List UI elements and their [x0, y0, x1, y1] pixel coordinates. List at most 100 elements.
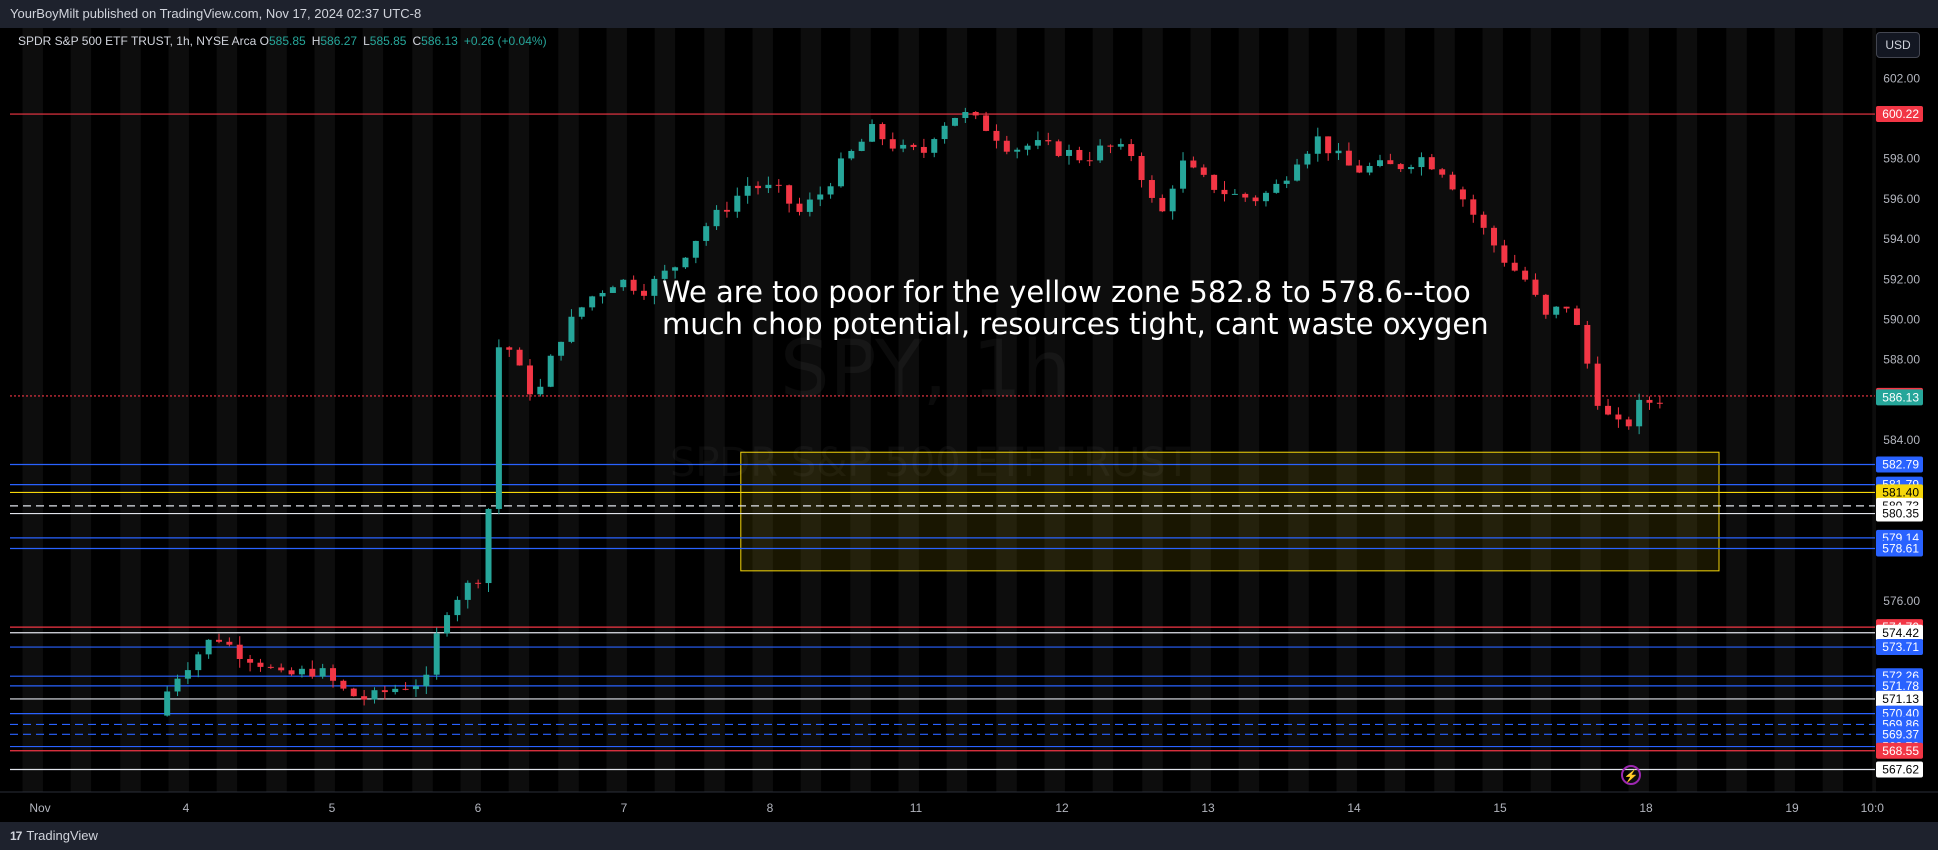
- session-band: [1822, 28, 1844, 792]
- chart-annotation[interactable]: We are too poor for the yellow zone 582.…: [662, 275, 1489, 341]
- candle-body: [1553, 306, 1560, 315]
- candle-body: [402, 688, 409, 690]
- candle-body: [1491, 227, 1498, 246]
- candle-body: [1594, 363, 1601, 406]
- symbol-name: SPDR S&P 500 ETF TRUST, 1h, NYSE Arca: [18, 34, 257, 48]
- session-band: [996, 28, 1017, 792]
- session-band: [1384, 28, 1406, 792]
- candle-body: [174, 678, 181, 692]
- y-tick-label: 594.00: [1883, 232, 1920, 246]
- watermark-name: SPDR S&P 500 ETF TRUST: [670, 440, 1190, 486]
- session-band: [1482, 28, 1503, 792]
- x-tick-label: 15: [1493, 801, 1507, 815]
- price-label: 568.55: [1882, 744, 1919, 758]
- candle-body: [247, 658, 254, 663]
- candle-body: [1376, 160, 1383, 166]
- low-value: 585.85: [369, 34, 407, 48]
- x-tick-label: Nov: [29, 801, 50, 815]
- candle-body: [1573, 308, 1580, 325]
- y-tick-label: 592.00: [1883, 272, 1920, 286]
- session-band: [1238, 28, 1260, 792]
- candle-body: [931, 139, 938, 153]
- candle-body: [1522, 270, 1529, 280]
- candle-body: [1148, 180, 1155, 198]
- y-tick-label: 602.00: [1883, 71, 1920, 85]
- candle-body: [537, 386, 544, 395]
- session-band: [1774, 28, 1795, 792]
- price-label: 582.79: [1882, 457, 1919, 471]
- close-value: 586.13: [421, 34, 458, 48]
- candle-body: [381, 690, 388, 693]
- session-band: [120, 28, 141, 792]
- candle-body: [869, 124, 876, 142]
- watermark-ticker: SPY, 1h: [780, 325, 1071, 415]
- candle-body: [692, 240, 699, 258]
- candle-body: [1584, 324, 1591, 364]
- session-band: [1434, 28, 1455, 792]
- candle-body: [1480, 214, 1487, 228]
- x-tick-label: 19: [1785, 801, 1799, 815]
- price-label: 569.37: [1882, 727, 1919, 741]
- candle-body: [1066, 149, 1073, 156]
- candle-body: [837, 158, 844, 187]
- publish-info: YourBoyMilt published on TradingView.com…: [10, 6, 422, 21]
- candle-body: [651, 278, 658, 296]
- candle-body: [589, 296, 596, 308]
- price-chart[interactable]: 576.00584.00586.00588.00590.00592.00594.…: [0, 28, 1938, 822]
- x-tick-label: 6: [475, 801, 482, 815]
- session-band: [70, 28, 92, 792]
- candle-body: [672, 267, 679, 271]
- candle-body: [1356, 165, 1363, 173]
- session-band: [898, 28, 919, 792]
- price-label-box: [1876, 639, 1923, 656]
- candle-body: [475, 582, 482, 584]
- candle-body: [278, 667, 285, 671]
- candle-body: [1656, 402, 1663, 404]
- candle-body: [298, 668, 305, 675]
- session-band: [22, 28, 43, 792]
- price-label: 578.61: [1882, 542, 1919, 556]
- candle-body: [661, 270, 668, 279]
- price-label: 580.35: [1882, 507, 1919, 521]
- candle-body: [1200, 167, 1207, 175]
- candle-body: [1501, 245, 1508, 263]
- candle-body: [1107, 145, 1114, 147]
- session-band: [1580, 28, 1601, 792]
- candle-body: [1262, 192, 1269, 202]
- session-band: [314, 28, 335, 792]
- candle-body: [1273, 183, 1280, 193]
- candle-body: [1242, 193, 1249, 198]
- change-value: +0.26 (+0.04%): [463, 34, 547, 48]
- candle-body: [1294, 164, 1301, 181]
- publish-bar: YourBoyMilt published on TradingView.com…: [0, 0, 1938, 28]
- candle-body: [734, 195, 741, 212]
- candle-body: [951, 117, 958, 126]
- currency-button[interactable]: USD: [1876, 32, 1920, 58]
- y-tick-label: 590.00: [1883, 313, 1920, 327]
- y-tick-label: 584.00: [1883, 433, 1920, 447]
- candle-body: [288, 670, 295, 675]
- candle-body: [1076, 149, 1083, 161]
- candle-body: [1304, 153, 1311, 165]
- session-band: [1142, 28, 1163, 792]
- candle-body: [1231, 193, 1238, 195]
- candle-body: [444, 615, 451, 634]
- candle-body: [267, 666, 274, 668]
- lightning-icon[interactable]: ⚡: [1621, 765, 1641, 785]
- price-label: 574.42: [1882, 626, 1919, 640]
- candle-body: [1449, 174, 1456, 190]
- candle-body: [485, 508, 492, 584]
- candle-body: [1646, 399, 1653, 403]
- candle-body: [454, 599, 461, 616]
- session-band: [558, 28, 579, 792]
- candle-body: [1211, 174, 1218, 190]
- candle-body: [1055, 141, 1062, 156]
- tradingview-logo[interactable]: 17 TradingView: [10, 822, 98, 850]
- candle-body: [1418, 157, 1425, 168]
- candle-body: [1128, 144, 1135, 156]
- candle-body: [1636, 399, 1643, 427]
- candle-body: [786, 185, 793, 204]
- candle-body: [848, 150, 855, 159]
- x-tick-label: 8: [767, 801, 774, 815]
- candle-body: [495, 347, 502, 509]
